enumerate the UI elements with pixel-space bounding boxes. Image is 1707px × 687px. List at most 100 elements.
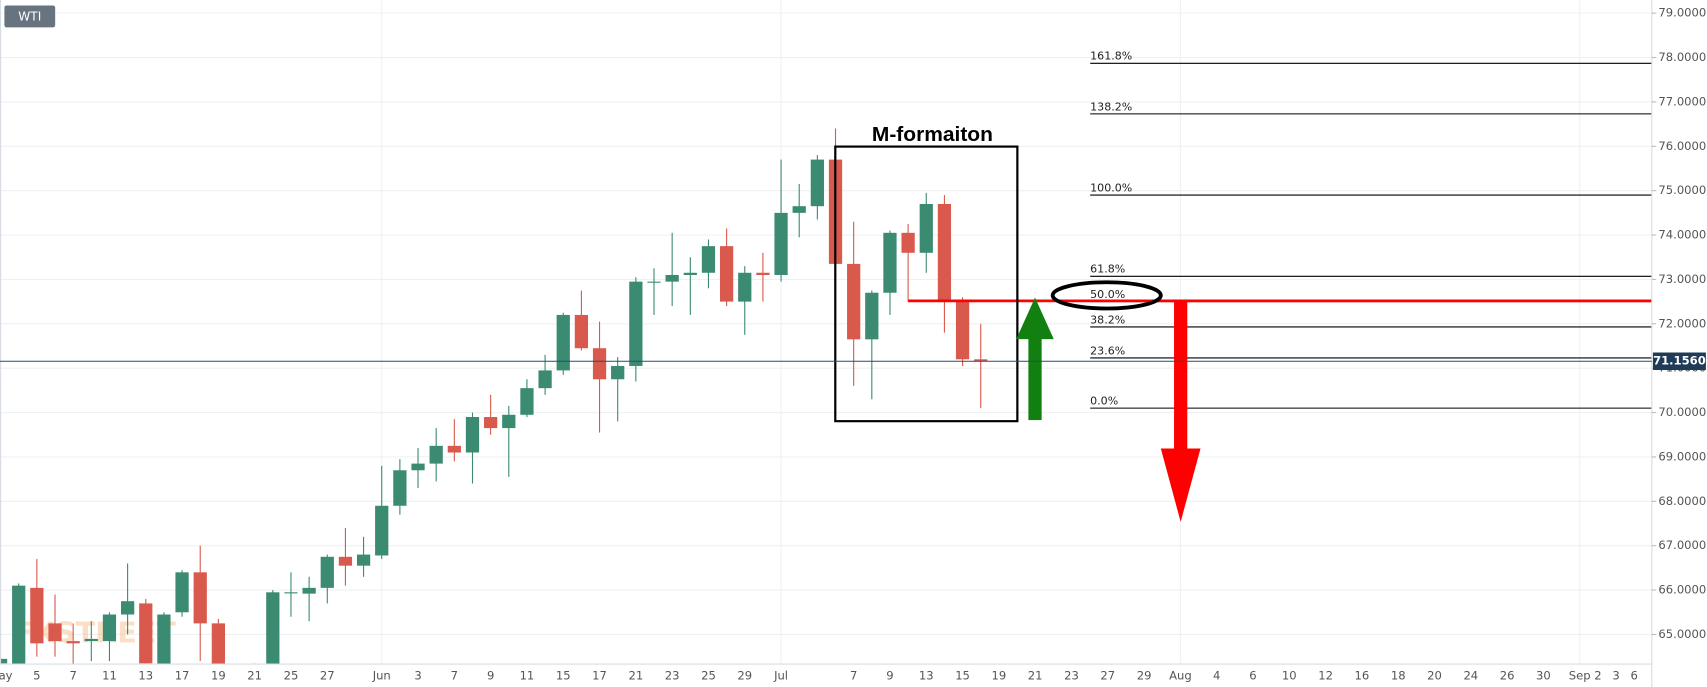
candle-body <box>302 587 316 594</box>
y-tick-label: 67.0000 <box>1658 538 1706 552</box>
last-price-tag <box>1652 352 1706 371</box>
candle-body <box>266 592 280 665</box>
x-tick-label: 10 <box>1282 669 1297 683</box>
candle-body <box>937 203 952 302</box>
candle-body <box>502 414 516 429</box>
y-tick-label: 68.0000 <box>1658 494 1706 508</box>
candle-body <box>66 641 80 644</box>
x-tick-label: 7 <box>451 669 458 683</box>
y-tick-label: 69.0000 <box>1658 449 1706 463</box>
candle-body <box>30 587 44 644</box>
candle-body <box>574 314 589 349</box>
y-tick-label: 78.0000 <box>1658 50 1706 64</box>
candle-body <box>919 203 933 253</box>
x-tick-label: 15 <box>556 669 571 683</box>
candle-body <box>865 292 879 340</box>
candle-body <box>738 272 752 302</box>
candle-body <box>429 445 443 464</box>
x-tick-label: Jul <box>773 669 788 683</box>
candle-body <box>0 658 8 664</box>
up-arrow-head <box>1016 297 1054 340</box>
pattern-label: M-formaiton <box>872 123 993 146</box>
x-tick-label: 25 <box>701 669 716 683</box>
x-tick-label: 16 <box>1355 669 1370 683</box>
candle-body <box>120 601 135 615</box>
candle-body <box>84 638 98 642</box>
axes: 65.0000 66.0000 67.0000 68.0000 69.0000 70.00… <box>0 6 1706 683</box>
x-tick-label: 27 <box>1100 669 1115 683</box>
y-tick-label: 65.0000 <box>1658 627 1706 641</box>
candle-body <box>520 388 534 415</box>
x-tick-label: 5 <box>33 669 40 683</box>
candle-body <box>375 505 389 556</box>
x-tick-label: 26 <box>1500 669 1515 683</box>
x-tick-label: 6 <box>1630 669 1637 683</box>
candle-body <box>629 281 643 366</box>
candle-body <box>139 603 153 664</box>
x-tick-label: 23 <box>1064 669 1079 683</box>
candle-body <box>974 359 988 362</box>
y-tick-label: 79.0000 <box>1658 6 1706 20</box>
symbol: WTI <box>18 9 41 23</box>
symbol-tag <box>4 5 56 28</box>
fib-label: 23.6% <box>1090 344 1125 357</box>
candle-body <box>647 281 661 283</box>
fib-label: 100.0% <box>1090 182 1132 195</box>
x-tick-label: 3 <box>414 669 421 683</box>
x-tick-label: 17 <box>592 669 607 683</box>
candle-body <box>484 417 498 429</box>
fib-label: 0.0% <box>1090 395 1118 408</box>
candle-body <box>901 232 915 253</box>
up-arrow-shaft <box>1028 338 1042 421</box>
x-tick-label: 7 <box>69 669 76 683</box>
candle-body <box>810 159 824 207</box>
candle-body <box>157 614 171 665</box>
x-tick-label: Sep <box>1569 669 1591 683</box>
overlay: M-formaiton <box>834 123 1652 522</box>
x-tick-label: 15 <box>955 669 970 683</box>
x-tick-label: 6 <box>1249 669 1256 683</box>
candle-body <box>556 314 570 371</box>
candle-body <box>465 417 480 453</box>
fib-label: 161.8% <box>1090 50 1132 63</box>
x-tick-label: 24 <box>1463 669 1478 683</box>
candle-body <box>393 470 407 506</box>
fib-label: 50.0% <box>1090 288 1125 301</box>
candle-body <box>792 206 806 213</box>
candle-body <box>193 572 207 624</box>
down-arrow-shaft <box>1174 301 1188 451</box>
x-tick-label: 3 <box>1612 669 1619 683</box>
x-tick-label: 18 <box>1391 669 1406 683</box>
x-tick-label: 29 <box>1137 669 1152 683</box>
candle-body <box>756 272 770 275</box>
pattern-box <box>834 145 1019 423</box>
candle-body <box>338 556 353 566</box>
y-tick-label: 72.0000 <box>1658 316 1706 330</box>
candle-body <box>356 554 371 566</box>
grid <box>0 0 1652 665</box>
y-tick-label: 66.0000 <box>1658 583 1706 597</box>
fib-label: 38.2% <box>1090 313 1125 326</box>
candle-body <box>284 592 298 594</box>
x-tick-label: Aug <box>1169 669 1192 683</box>
x-tick-label: 29 <box>737 669 752 683</box>
candle-body <box>774 212 788 275</box>
y-tick-label: 75.0000 <box>1658 183 1706 197</box>
candle-body <box>175 572 189 613</box>
x-tick-label: 19 <box>211 669 226 683</box>
x-tick-label: 11 <box>102 669 117 683</box>
highlight-ellipse <box>1050 280 1163 311</box>
candle-body <box>102 614 117 642</box>
x-tick-label: 19 <box>992 669 1007 683</box>
x-tick-label: 13 <box>919 669 934 683</box>
x-tick-label: 2 <box>1594 669 1601 683</box>
x-tick-label: 21 <box>1028 669 1043 683</box>
x-tick-label: 20 <box>1427 669 1442 683</box>
x-tick-label: 21 <box>247 669 262 683</box>
x-tick-label: 9 <box>886 669 893 683</box>
x-tick-label: 30 <box>1536 669 1551 683</box>
candle-body <box>12 585 26 665</box>
x-tick-label: 25 <box>284 669 299 683</box>
